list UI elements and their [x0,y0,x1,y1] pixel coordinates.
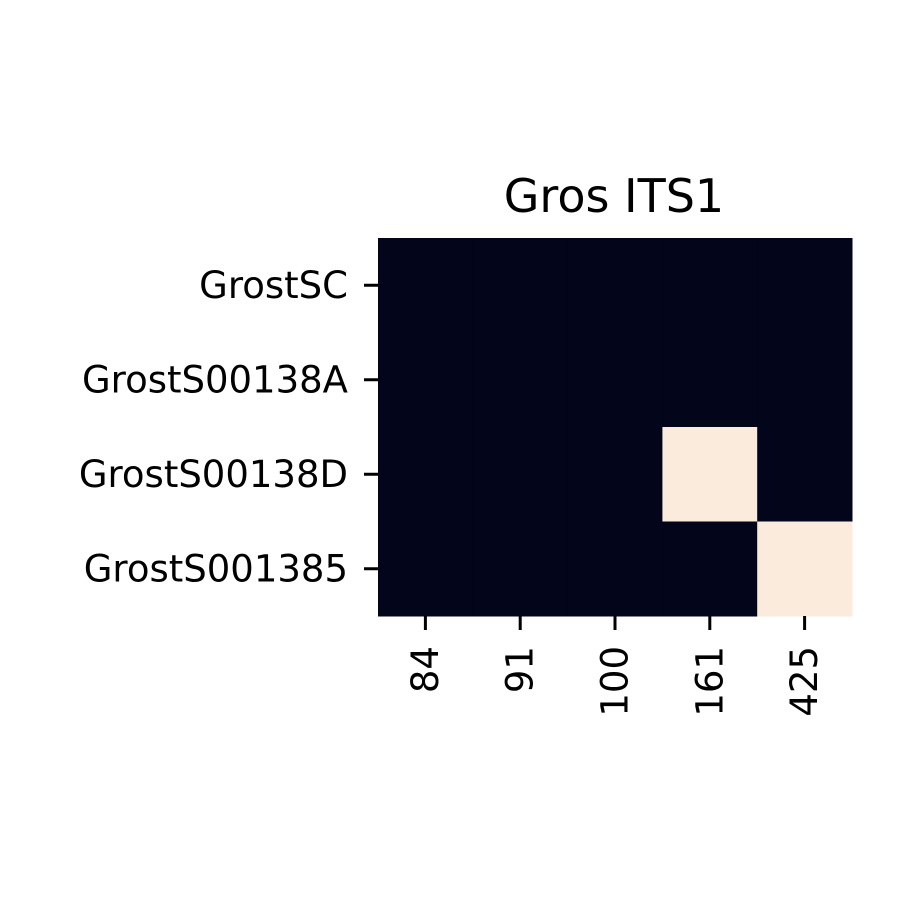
heatmap-cell [472,332,569,428]
y-tick-label: GrostS00138D [79,453,348,496]
heatmap-cell [567,521,663,617]
heatmap-cell [567,427,663,522]
x-tick-label: 425 [783,646,826,717]
x-tick-label: 91 [499,646,542,693]
x-tick-label: 100 [594,646,637,717]
x-tick-label: 161 [688,646,731,717]
chart-title: Gros ITS1 [504,169,724,223]
heatmap-cell [378,427,474,522]
heatmap-cell [662,332,758,428]
heatmap-cells [378,238,853,617]
heatmap-cell [378,238,474,333]
heatmap-cell [757,238,853,333]
y-tick-label: GrostSC [199,264,348,307]
heatmap-cell [662,238,758,333]
heatmap-cell [567,332,663,428]
heatmap-cell [378,521,474,617]
heatmap-cell [662,427,758,522]
heatmap-cell [757,427,853,522]
x-tick-label: 84 [404,646,447,693]
x-axis: 84 91 100 161 425 [404,616,826,717]
heatmap-cell [567,238,663,333]
heatmap-cell [472,521,569,617]
y-axis: GrostSC GrostS00138A GrostS00138D GrostS001… [79,264,378,590]
heatmap-cell [757,521,853,617]
heatmap-cell [378,332,474,428]
y-tick-label: GrostS00138A [82,358,348,401]
y-tick-label: GrostS001385 [84,547,348,590]
heatmap-cell [472,427,569,522]
heatmap-cell [472,238,569,333]
heatmap-cell [757,332,853,428]
heatmap-cell [662,521,758,617]
